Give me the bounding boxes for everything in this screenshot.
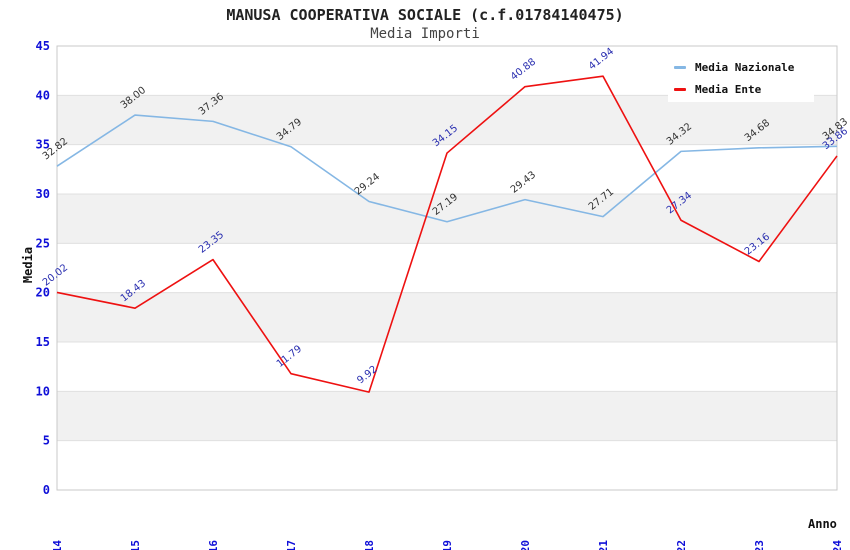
legend-label: Media Nazionale <box>695 60 795 74</box>
plot-band <box>57 292 837 342</box>
chart-title: MANUSA COOPERATIVA SOCIALE (c.f.01784140… <box>226 6 624 24</box>
x-tick-label: 2024 <box>831 540 844 550</box>
series-line-0 <box>56 114 838 223</box>
x-tick-label: 2019 <box>441 540 454 550</box>
y-tick-label: 15 <box>36 335 50 349</box>
data-label-1: 11.79 <box>275 344 304 370</box>
nazionale-line-swatch-icon <box>674 65 686 69</box>
x-tick-label: 2014 <box>51 540 64 550</box>
chart-subtitle: Media Importi <box>370 26 480 42</box>
y-tick-label: 30 <box>36 187 50 201</box>
legend-item-ente: Media Ente <box>674 81 814 97</box>
x-tick-label: 2021 <box>597 540 610 550</box>
plot-border <box>56 45 838 491</box>
y-tick-label: 20 <box>36 286 50 300</box>
data-label-1: 9.92 <box>355 364 379 386</box>
data-label-1: 40.88 <box>509 57 538 83</box>
legend: Media Nazionale Media Ente <box>668 54 814 102</box>
x-tick-label: 2016 <box>207 540 220 550</box>
x-axis-title: Anno <box>808 517 837 531</box>
y-tick-label: 35 <box>36 138 50 152</box>
data-label-0: 29.43 <box>509 170 538 196</box>
y-axis-title: Media <box>21 246 35 284</box>
plot-band <box>57 391 837 441</box>
x-tick-label: 2018 <box>363 540 376 550</box>
data-label-1: 41.94 <box>587 46 616 72</box>
series-line-1 <box>56 75 838 393</box>
legend-item-nazionale: Media Nazionale <box>674 59 814 75</box>
plot-band <box>57 194 837 244</box>
x-tick-label: 2022 <box>675 540 688 550</box>
x-tick-label: 2020 <box>519 540 532 550</box>
x-tick-label: 2017 <box>285 540 298 550</box>
y-tick-label: 40 <box>36 88 50 102</box>
ente-line-swatch-icon <box>674 87 686 91</box>
y-tick-label: 5 <box>43 434 50 448</box>
x-tick-label: 2015 <box>129 540 142 550</box>
y-tick-label: 25 <box>36 236 50 250</box>
x-tick-label: 2023 <box>753 540 766 550</box>
legend-label: Media Ente <box>695 82 762 96</box>
y-tick-label: 10 <box>36 384 50 398</box>
y-tick-label: 0 <box>43 483 50 497</box>
y-tick-label: 45 <box>36 39 50 53</box>
